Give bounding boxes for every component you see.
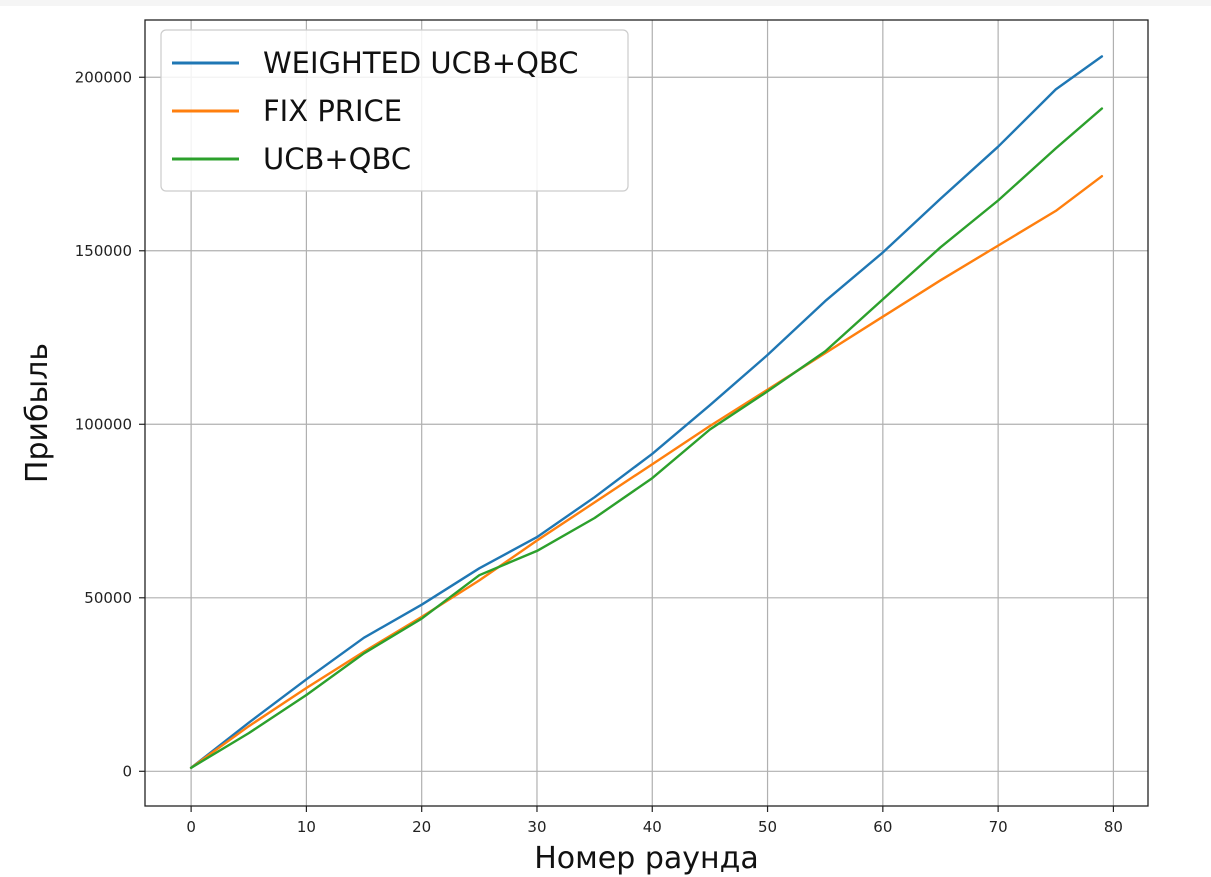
top-strip: [0, 0, 1211, 6]
legend-label: UCB+QBC: [263, 142, 411, 176]
legend: WEIGHTED UCB+QBC FIX PRICE UCB+QBC: [160, 29, 629, 192]
y-tick-label: 200000: [75, 68, 132, 86]
x-tick-label: 40: [643, 818, 662, 836]
x-tick-label: 30: [527, 818, 546, 836]
legend-label: WEIGHTED UCB+QBC: [263, 46, 579, 80]
series-line-2: [189, 107, 1104, 769]
series-lines: [189, 55, 1104, 769]
x-tick-label: 70: [989, 818, 1008, 836]
x-tick-label: 0: [186, 818, 196, 836]
legend-box: [160, 29, 629, 192]
x-tick-label: 10: [297, 818, 316, 836]
axis-ticks: 0 10 20 30 40 50 60 70 80 0 50000 100000 150000 20000…: [75, 68, 1123, 836]
y-tick-label: 150000: [75, 242, 132, 260]
plot-frame: [144, 19, 1149, 807]
x-tick-label: 60: [873, 818, 892, 836]
y-tick-label: 50000: [84, 589, 132, 607]
y-axis-title: Прибыль: [20, 343, 55, 483]
y-tick-label: 0: [122, 762, 132, 780]
x-tick-label: 20: [412, 818, 431, 836]
x-tick-label: 50: [758, 818, 777, 836]
y-tick-label: 100000: [75, 415, 132, 433]
series-line-0: [189, 55, 1104, 769]
series-line-1: [189, 174, 1104, 769]
x-tick-label: 80: [1104, 818, 1123, 836]
x-axis-title: Номер раунда: [534, 841, 759, 876]
legend-label: FIX PRICE: [263, 94, 402, 128]
